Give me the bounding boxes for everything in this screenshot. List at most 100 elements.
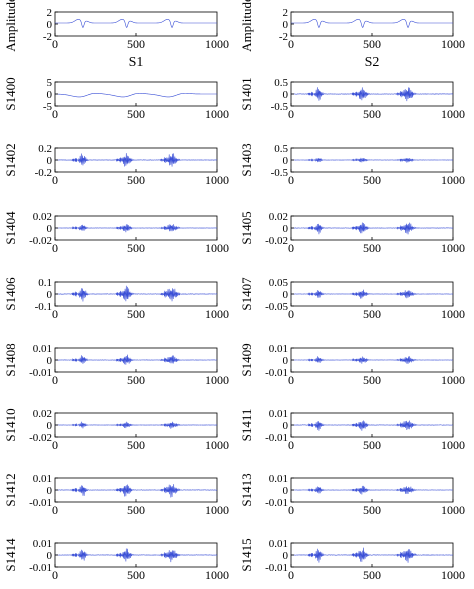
y-tick-label: -0.01 xyxy=(265,562,288,574)
signal-line xyxy=(54,224,218,233)
x-axis-label: S1 xyxy=(129,55,144,70)
signal-line xyxy=(290,356,454,364)
y-tick-label: -0.01 xyxy=(265,432,288,444)
y-axis-label: S1413 xyxy=(239,473,254,506)
x-tick-label: 500 xyxy=(127,568,145,582)
x-tick-label: 0 xyxy=(52,307,58,321)
x-tick-label: 500 xyxy=(127,241,145,255)
y-tick-label: -5 xyxy=(43,101,53,113)
signal-line xyxy=(290,157,454,163)
signal-line xyxy=(54,484,218,498)
y-tick-label: -0.1 xyxy=(35,301,52,313)
y-axis-label: S1401 xyxy=(239,77,254,110)
x-tick-label: 0 xyxy=(52,568,58,582)
x-tick-label: 0 xyxy=(52,173,58,187)
x-tick-label: 0 xyxy=(288,107,294,121)
signal-line xyxy=(55,19,217,28)
y-tick-label: -0.05 xyxy=(265,301,288,313)
x-tick-label: 1000 xyxy=(441,438,465,452)
y-tick-label: 0 xyxy=(47,485,53,497)
y-tick-label: 0 xyxy=(283,420,289,432)
x-tick-label: 1000 xyxy=(441,568,465,582)
x-tick-label: 0 xyxy=(288,373,294,387)
signal-line xyxy=(290,420,454,431)
y-tick-label: 2 xyxy=(47,7,53,19)
y-tick-label: 0 xyxy=(47,420,53,432)
x-axis-label: S2 xyxy=(365,55,380,70)
y-tick-label: 0.01 xyxy=(269,538,288,550)
y-tick-label: 0.01 xyxy=(269,473,288,485)
y-tick-label: -0.02 xyxy=(29,235,52,247)
signal-line xyxy=(54,153,218,167)
y-tick-label: 0.2 xyxy=(38,143,52,155)
y-tick-label: -0.01 xyxy=(29,367,52,379)
x-tick-label: 0 xyxy=(288,568,294,582)
signal-line xyxy=(290,485,454,495)
y-tick-label: 0 xyxy=(47,355,53,367)
y-tick-label: -0.02 xyxy=(29,432,52,444)
signal-line xyxy=(291,19,453,28)
y-tick-label: 0 xyxy=(47,550,53,562)
y-tick-label: 0 xyxy=(283,89,289,101)
x-tick-label: 1000 xyxy=(441,241,465,255)
y-axis-label: S1408 xyxy=(3,343,18,376)
signal-line xyxy=(54,285,218,302)
x-tick-label: 0 xyxy=(52,373,58,387)
y-axis-label: S1410 xyxy=(3,408,18,441)
y-tick-label: 5 xyxy=(47,77,53,89)
x-tick-label: 500 xyxy=(127,173,145,187)
y-tick-label: 0 xyxy=(283,289,289,301)
y-axis-label: S1414 xyxy=(3,538,18,572)
x-tick-label: 500 xyxy=(363,37,381,51)
y-axis-label: S1402 xyxy=(3,143,18,176)
signal-line xyxy=(290,289,454,299)
y-axis-label: S1412 xyxy=(3,473,18,506)
y-tick-label: 0.01 xyxy=(269,343,288,355)
x-tick-label: 1000 xyxy=(205,107,229,121)
y-tick-label: 0.01 xyxy=(33,343,52,355)
y-axis-label: S1407 xyxy=(239,277,254,311)
x-tick-label: 500 xyxy=(363,107,381,121)
y-axis-label: S1411 xyxy=(239,409,254,442)
y-tick-label: 0.02 xyxy=(33,211,52,223)
y-tick-label: 0.5 xyxy=(274,143,288,155)
y-axis-label: Amplitude xyxy=(3,0,18,52)
x-tick-label: 1000 xyxy=(441,373,465,387)
y-tick-label: 0 xyxy=(283,19,289,31)
signal-line xyxy=(54,354,218,365)
x-tick-label: 500 xyxy=(127,373,145,387)
y-tick-label: 0 xyxy=(283,155,289,167)
y-axis-label: Amplitude xyxy=(239,0,254,52)
y-tick-label: 0 xyxy=(283,550,289,562)
x-tick-label: 0 xyxy=(52,438,58,452)
y-tick-label: 0.02 xyxy=(33,408,52,420)
x-tick-label: 1000 xyxy=(205,373,229,387)
x-tick-label: 500 xyxy=(127,503,145,517)
x-tick-label: 1000 xyxy=(205,241,229,255)
y-tick-label: 0 xyxy=(47,19,53,31)
y-tick-label: -0.01 xyxy=(265,367,288,379)
y-axis-label: S1405 xyxy=(239,211,254,244)
x-tick-label: 500 xyxy=(363,438,381,452)
y-tick-label: 0.01 xyxy=(33,473,52,485)
x-tick-label: 500 xyxy=(363,241,381,255)
x-tick-label: 0 xyxy=(288,438,294,452)
x-tick-label: 500 xyxy=(363,173,381,187)
signal-line xyxy=(54,421,218,429)
x-tick-label: 0 xyxy=(288,241,294,255)
signal-line xyxy=(55,92,217,98)
x-tick-label: 500 xyxy=(363,373,381,387)
y-tick-label: 0 xyxy=(283,485,289,497)
x-tick-label: 500 xyxy=(127,438,145,452)
